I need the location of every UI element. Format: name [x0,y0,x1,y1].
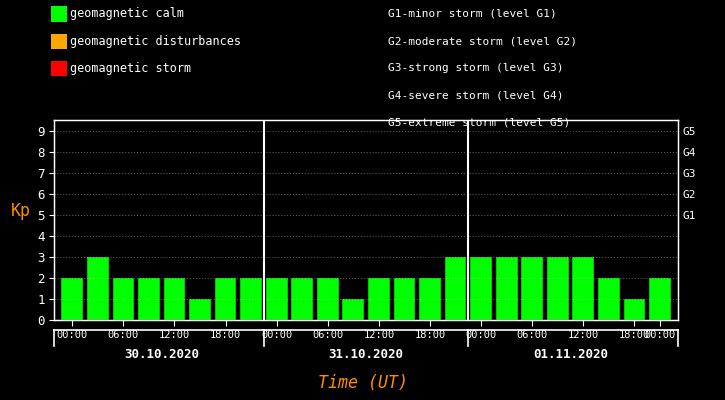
Text: G5-extreme storm (level G5): G5-extreme storm (level G5) [388,118,570,128]
Bar [138,278,160,320]
Text: geomagnetic disturbances: geomagnetic disturbances [70,35,241,48]
Text: 31.10.2020: 31.10.2020 [328,348,404,360]
Text: G2-moderate storm (level G2): G2-moderate storm (level G2) [388,36,577,46]
Bar [266,278,288,320]
Text: G3-strong storm (level G3): G3-strong storm (level G3) [388,64,563,74]
Text: 01.11.2020: 01.11.2020 [533,348,608,360]
Bar [521,257,543,320]
Bar [164,278,186,320]
Text: 30.10.2020: 30.10.2020 [124,348,199,360]
Bar [471,257,492,320]
Bar [240,278,262,320]
Bar [189,299,211,320]
Bar [87,257,109,320]
Bar [112,278,134,320]
Bar [215,278,236,320]
Bar [394,278,415,320]
Bar [624,299,645,320]
Text: geomagnetic calm: geomagnetic calm [70,8,184,20]
Bar [291,278,313,320]
Bar [444,257,466,320]
Bar [547,257,568,320]
Bar [649,278,671,320]
Text: G4-severe storm (level G4): G4-severe storm (level G4) [388,91,563,101]
Text: G1-minor storm (level G1): G1-minor storm (level G1) [388,9,557,19]
Bar [62,278,83,320]
Bar [496,257,518,320]
Text: Time (UT): Time (UT) [318,374,407,392]
Bar [419,278,441,320]
Bar [317,278,339,320]
Bar [368,278,390,320]
Bar [342,299,364,320]
Y-axis label: Kp: Kp [10,202,30,220]
Bar [573,257,594,320]
Text: geomagnetic storm: geomagnetic storm [70,62,191,75]
Bar [598,278,620,320]
